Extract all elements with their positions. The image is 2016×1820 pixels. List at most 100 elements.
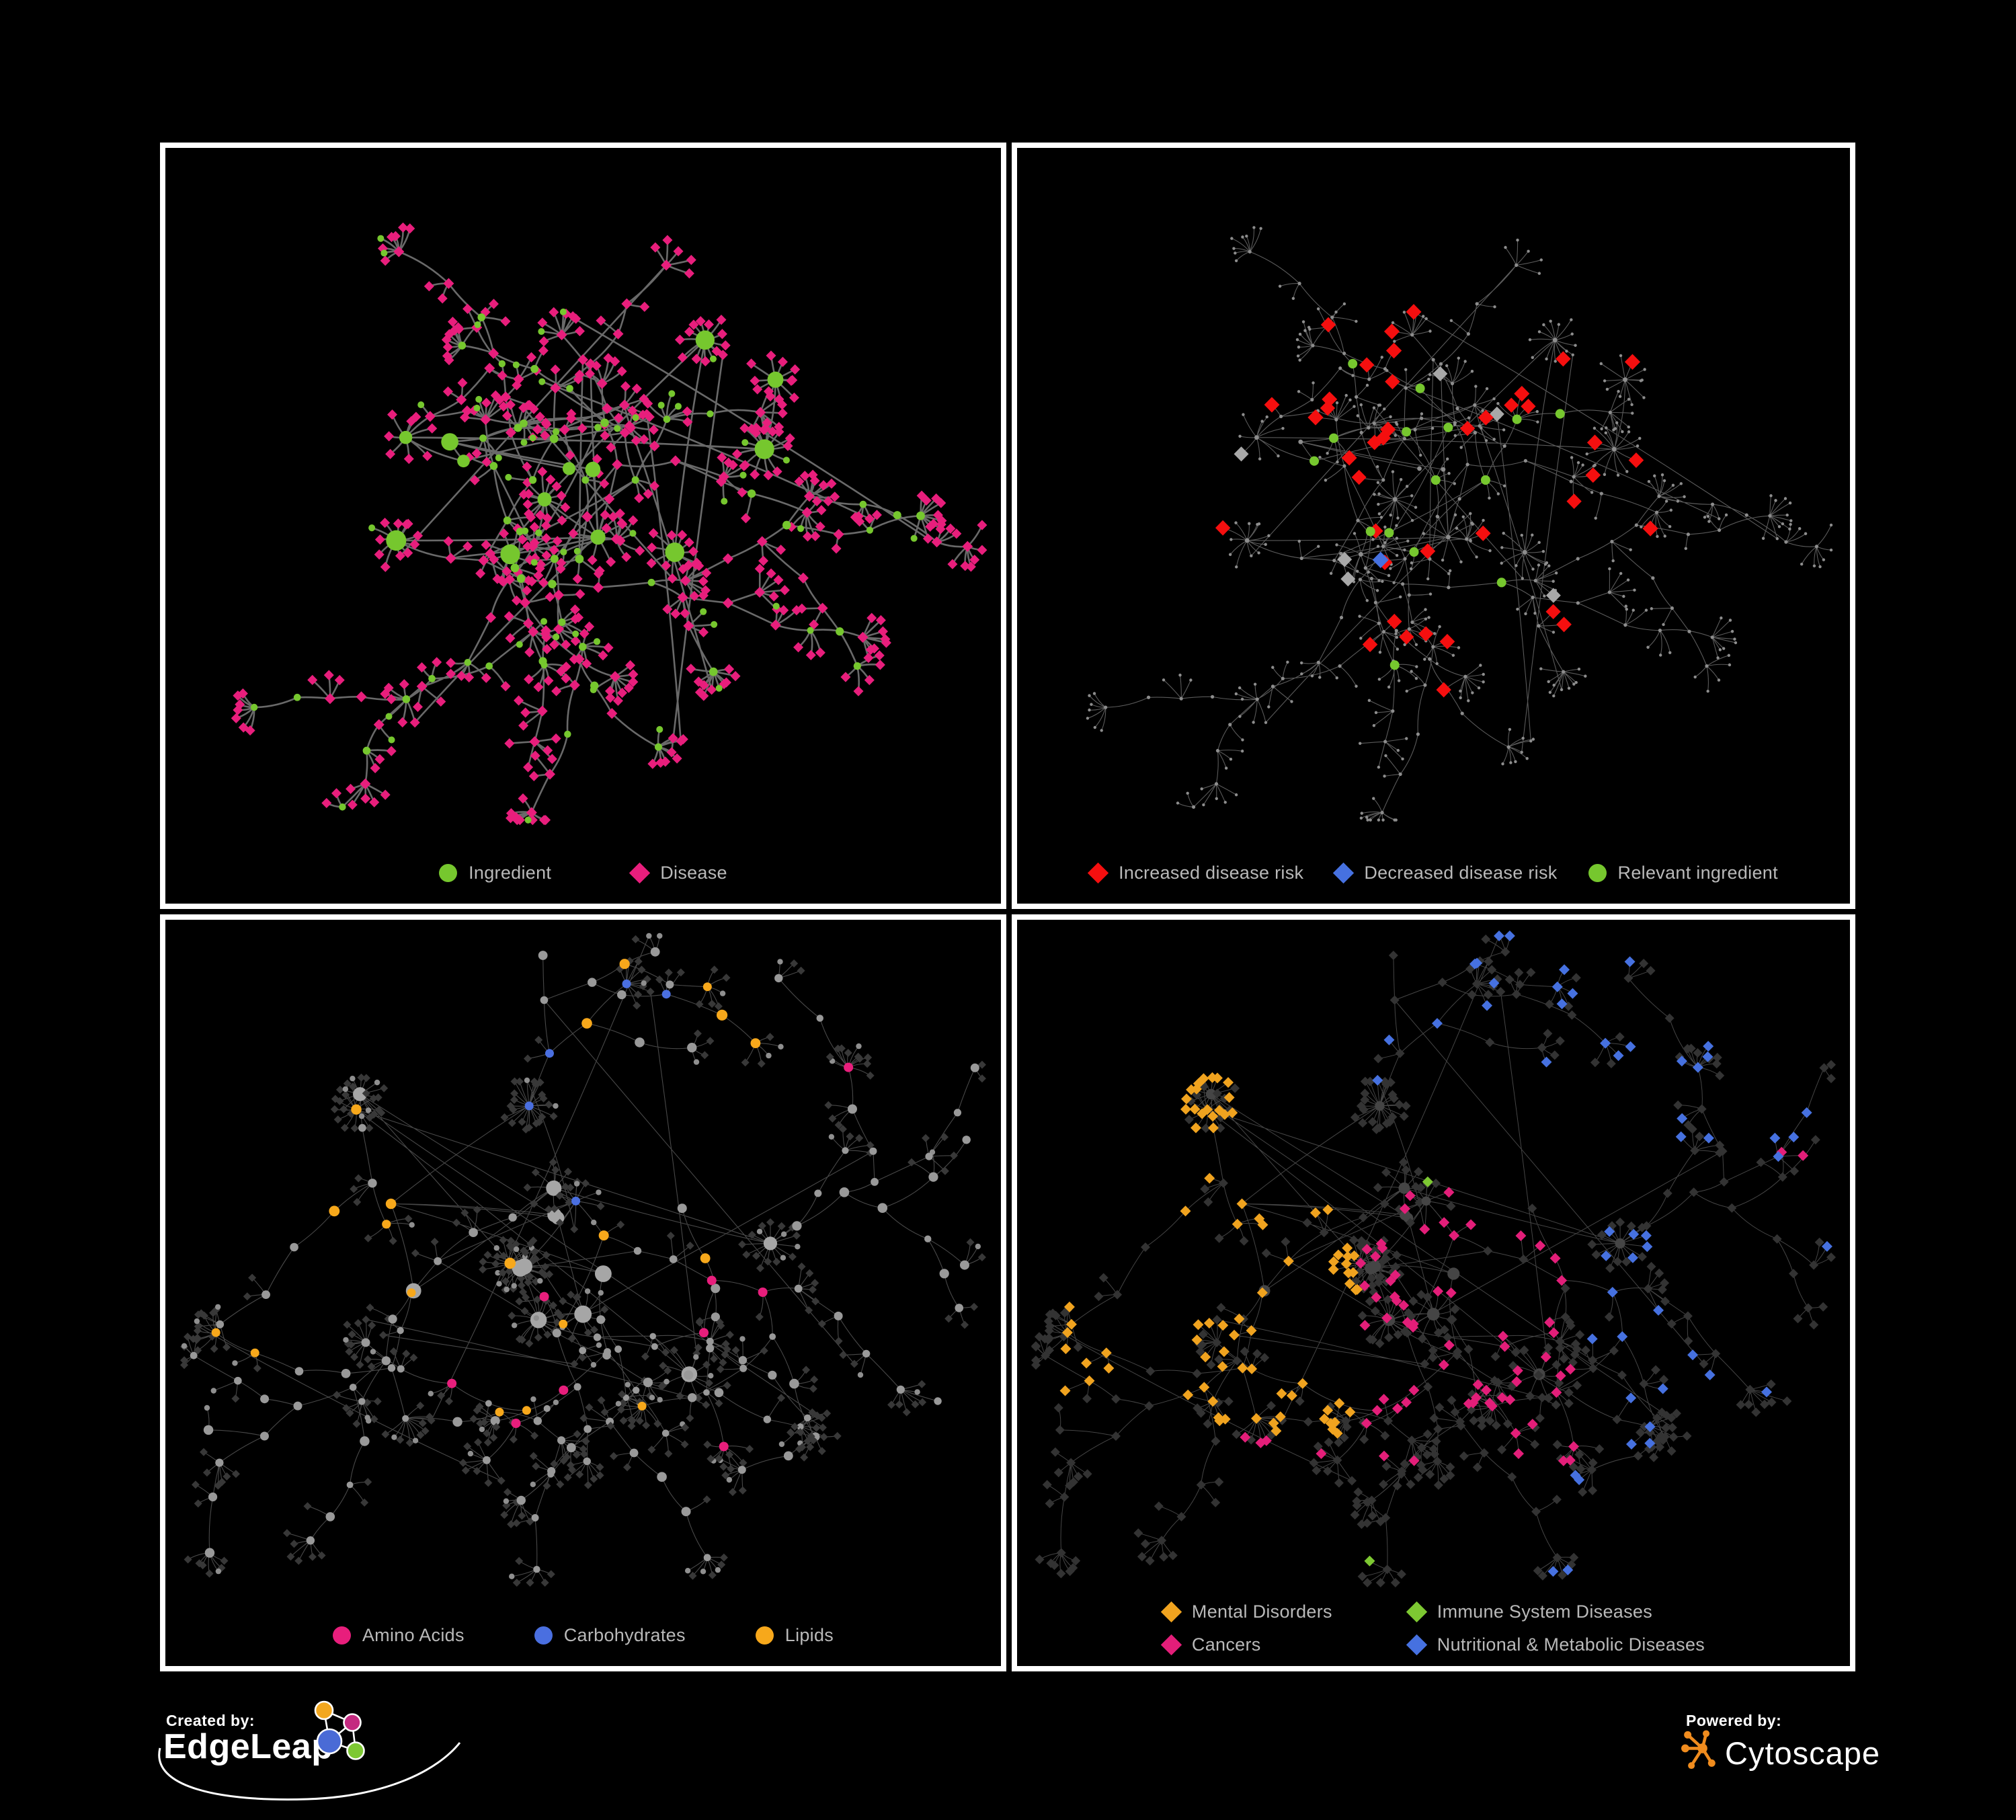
network-node-circle: [1676, 500, 1680, 503]
network-node-circle: [1424, 317, 1428, 321]
network-node-circle: [374, 1079, 380, 1086]
network-node-diamond: [218, 1478, 227, 1487]
network-node-diamond: [746, 358, 757, 369]
network-node-diamond: [1562, 1565, 1574, 1576]
network-node-diamond: [1355, 1257, 1367, 1269]
network-node-circle: [1554, 571, 1558, 575]
network-node-diamond: [618, 1390, 627, 1398]
network-node-diamond: [686, 254, 696, 266]
network-node-circle: [767, 371, 784, 388]
network-node-circle: [794, 1284, 803, 1293]
network-node-circle: [1395, 524, 1398, 527]
network-node-diamond: [1218, 1178, 1228, 1188]
network-node-diamond: [1351, 469, 1367, 485]
network-node-circle: [211, 1328, 220, 1337]
network-node-diamond: [1601, 1250, 1612, 1261]
network-node-diamond: [1382, 1565, 1392, 1575]
network-node-circle: [1502, 531, 1505, 535]
network-node-circle: [1359, 403, 1363, 407]
network-node-diamond: [233, 690, 243, 701]
network-node-circle: [1178, 673, 1182, 677]
network-node-diamond: [1246, 1363, 1258, 1374]
network-node-diamond: [1055, 1425, 1065, 1435]
network-node-circle: [1459, 560, 1463, 563]
network-node-diamond: [398, 222, 409, 233]
network-node-circle: [1395, 635, 1399, 639]
network-node-circle: [1508, 727, 1512, 731]
network-node-circle: [715, 684, 723, 692]
network-node-circle: [1728, 663, 1732, 667]
network-node-circle: [1410, 518, 1414, 522]
network-node-circle: [1761, 537, 1765, 540]
network-node-diamond: [286, 1552, 295, 1561]
network-node-diamond: [1510, 1347, 1521, 1357]
network-node-diamond: [1751, 1407, 1761, 1417]
network-node-circle: [1733, 637, 1736, 641]
network-node-diamond: [887, 1400, 896, 1409]
network-node-circle: [1377, 403, 1381, 407]
network-node-circle: [1569, 479, 1573, 483]
network-node-circle: [530, 364, 539, 373]
network-node-diamond: [1232, 1429, 1242, 1439]
network-node-diamond: [875, 615, 886, 626]
network-node-diamond: [1319, 1413, 1330, 1425]
network-node-diamond: [600, 430, 610, 441]
network-node-circle: [1396, 647, 1400, 651]
network-node-diamond: [1625, 1392, 1637, 1404]
network-node-diamond: [542, 643, 553, 655]
network-node-circle: [1358, 552, 1363, 557]
network-node-diamond: [1643, 1283, 1653, 1294]
network-node-circle: [1367, 699, 1371, 703]
network-node-diamond: [1081, 1357, 1092, 1369]
network-node-diamond: [1447, 1395, 1457, 1405]
diamond-marker-icon: [1160, 1601, 1182, 1623]
circle-marker-icon: [1588, 864, 1607, 882]
network-node-circle: [1405, 485, 1409, 488]
network-node-circle: [1420, 416, 1424, 420]
network-node-circle: [1414, 506, 1418, 509]
network-node-circle: [387, 1364, 396, 1372]
network-node-diamond: [805, 1306, 813, 1314]
network-node-circle: [1391, 470, 1395, 473]
network-node-diamond: [628, 676, 639, 687]
network-node-circle: [739, 1364, 748, 1372]
network-node-circle: [1523, 459, 1527, 463]
network-node-diamond: [384, 1314, 393, 1323]
network-node-diamond: [509, 1435, 518, 1443]
network-node-diamond: [340, 1123, 349, 1132]
network-node-diamond: [600, 1305, 609, 1314]
network-node-circle: [1104, 705, 1108, 709]
network-node-circle: [293, 693, 301, 701]
network-node-circle: [1310, 397, 1314, 402]
network-node-diamond: [506, 808, 516, 819]
network-node-circle: [204, 1404, 210, 1411]
network-node-circle: [428, 674, 436, 682]
network-node-circle: [1706, 514, 1710, 518]
network-node-circle: [1448, 569, 1452, 573]
network-node-circle: [342, 1086, 349, 1093]
network-node-circle: [656, 725, 663, 733]
network-node-circle: [581, 1018, 592, 1029]
network-node-diamond: [811, 1279, 819, 1288]
network-node-circle: [407, 1288, 416, 1298]
network-node-circle: [1417, 466, 1422, 471]
network-node-diamond: [1214, 1477, 1224, 1487]
network-node-circle: [1651, 576, 1655, 580]
network-node-diamond: [1367, 1495, 1377, 1505]
network-node-diamond: [1624, 956, 1636, 967]
network-node-circle: [358, 1123, 366, 1132]
network-node-diamond: [529, 537, 540, 548]
network-node-diamond: [556, 329, 567, 341]
network-node-circle: [516, 641, 523, 648]
network-node-diamond: [534, 1035, 543, 1044]
network-node-circle: [1572, 475, 1576, 479]
network-node-circle: [1488, 549, 1492, 553]
network-node-diamond: [719, 1358, 727, 1367]
network-node-circle: [1381, 580, 1384, 583]
network-node-diamond: [603, 642, 614, 653]
network-node-circle: [1506, 745, 1510, 749]
network-node-circle: [1659, 654, 1662, 657]
network-node-diamond: [449, 325, 460, 336]
network-node-circle: [726, 1476, 733, 1483]
network-node-diamond: [565, 450, 575, 461]
